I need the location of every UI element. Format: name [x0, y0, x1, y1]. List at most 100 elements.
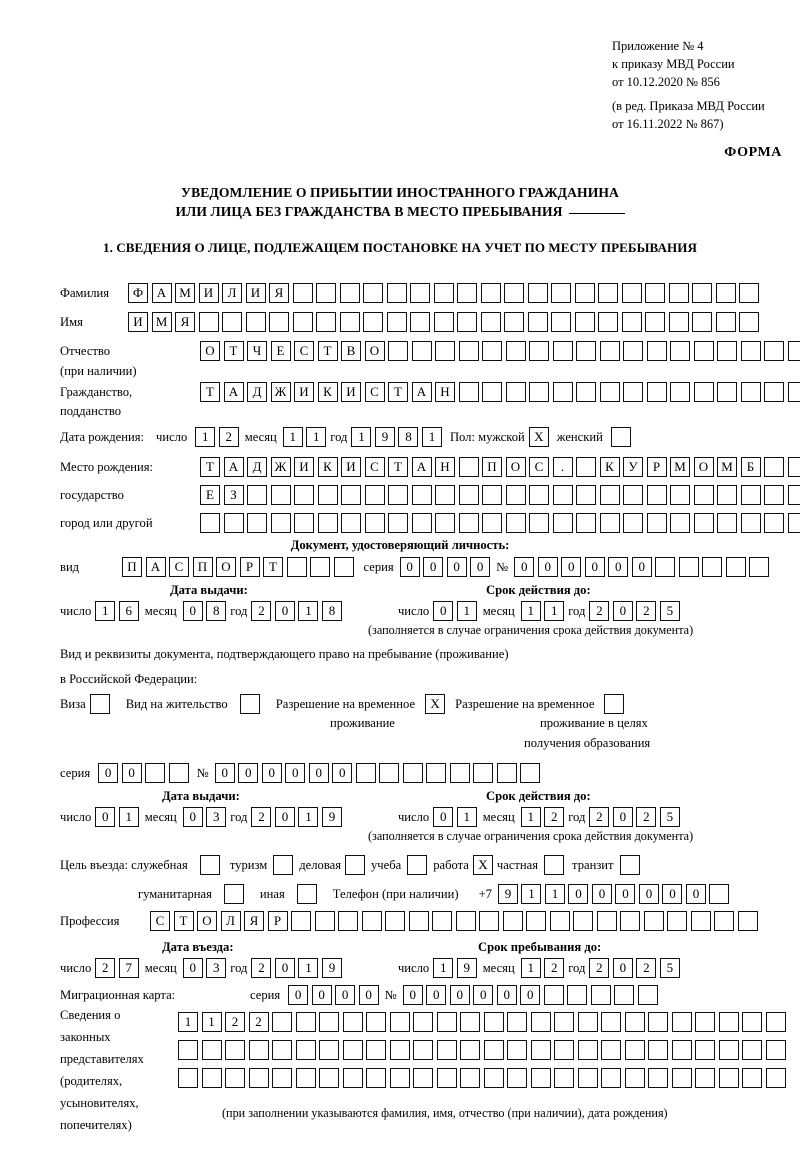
form-cell[interactable]: 0 [615, 884, 636, 904]
form-cell[interactable] [598, 312, 618, 332]
form-cell[interactable] [718, 1012, 739, 1032]
form-cell[interactable] [623, 513, 643, 533]
form-cell[interactable]: Я [244, 911, 264, 931]
form-cell[interactable] [294, 485, 314, 505]
form-cell[interactable] [319, 1040, 339, 1060]
form-cell[interactable] [645, 283, 665, 303]
form-cell[interactable] [764, 341, 784, 361]
form-cell[interactable] [577, 1040, 598, 1060]
form-cell[interactable] [89, 694, 110, 714]
form-cell[interactable] [715, 283, 736, 303]
form-cell[interactable] [526, 911, 546, 931]
form-cell[interactable] [345, 855, 365, 875]
form-cell[interactable]: 2 [589, 807, 610, 827]
form-cell[interactable]: 8 [206, 601, 227, 621]
form-cell[interactable] [590, 985, 611, 1005]
form-cell[interactable]: 0 [95, 807, 116, 827]
form-cell[interactable] [483, 1012, 504, 1032]
form-cell[interactable] [693, 513, 714, 533]
form-cell[interactable] [671, 1040, 692, 1060]
form-cell[interactable]: 0 [662, 884, 683, 904]
form-cell[interactable] [576, 382, 596, 402]
form-cell[interactable] [520, 763, 541, 783]
form-cell[interactable] [692, 283, 712, 303]
temp-residence-checkbox[interactable]: X [425, 694, 446, 714]
form-cell[interactable] [599, 513, 620, 533]
form-cell[interactable] [678, 557, 699, 577]
form-cell[interactable] [646, 485, 667, 505]
form-cell[interactable] [604, 694, 625, 714]
form-cell[interactable] [695, 1040, 715, 1060]
form-cell[interactable]: С [364, 382, 385, 402]
form-cell[interactable]: О [693, 457, 714, 477]
purpose-humanitarian-checkbox[interactable] [223, 884, 244, 904]
form-cell[interactable] [295, 1012, 316, 1032]
form-cell[interactable] [624, 1012, 645, 1032]
form-cell[interactable] [574, 312, 595, 332]
form-cell[interactable] [577, 1068, 598, 1088]
form-cell[interactable]: О [197, 911, 217, 931]
form-cell[interactable]: 0 [433, 601, 454, 621]
form-cell[interactable] [643, 911, 664, 931]
form-cell[interactable]: 0 [685, 884, 706, 904]
form-cell[interactable] [552, 513, 573, 533]
form-cell[interactable]: 9 [321, 958, 342, 978]
form-cell[interactable] [379, 763, 400, 783]
form-cell[interactable]: 9 [321, 807, 342, 827]
form-cell[interactable] [480, 312, 501, 332]
form-cell[interactable] [671, 1068, 692, 1088]
form-cell[interactable]: 1 [306, 427, 327, 447]
form-cell[interactable]: У [623, 457, 643, 477]
form-cell[interactable] [527, 283, 548, 303]
form-cell[interactable]: М [670, 457, 690, 477]
form-cell[interactable]: 1 [298, 807, 319, 827]
form-cell[interactable]: О [200, 341, 220, 361]
form-cell[interactable] [505, 382, 526, 402]
form-cell[interactable]: 1 [298, 601, 319, 621]
form-cell[interactable]: 0 [332, 763, 353, 783]
form-cell[interactable] [670, 341, 690, 361]
form-cell[interactable] [717, 485, 737, 505]
form-cell[interactable] [342, 1012, 363, 1032]
form-cell[interactable] [339, 283, 360, 303]
legal-rep-cells-row-2[interactable] [178, 1040, 786, 1060]
form-cell[interactable] [709, 884, 730, 904]
form-cell[interactable] [576, 457, 596, 477]
form-cell[interactable] [458, 457, 479, 477]
form-cell[interactable] [530, 1040, 551, 1060]
form-cell[interactable] [145, 763, 166, 783]
form-cell[interactable] [552, 382, 573, 402]
form-cell[interactable]: 2 [225, 1012, 245, 1032]
form-cell[interactable] [574, 283, 595, 303]
form-cell[interactable] [576, 513, 596, 533]
form-cell[interactable] [435, 513, 455, 533]
form-cell[interactable] [646, 513, 667, 533]
form-cell[interactable] [529, 341, 549, 361]
form-cell[interactable]: 0 [612, 958, 633, 978]
form-cell[interactable] [765, 1068, 786, 1088]
form-cell[interactable]: Д [247, 457, 267, 477]
form-cell[interactable]: 3 [206, 958, 227, 978]
form-cell[interactable] [295, 1040, 316, 1060]
form-cell[interactable] [435, 341, 455, 361]
form-cell[interactable]: Р [646, 457, 667, 477]
form-cell[interactable] [314, 911, 335, 931]
form-cell[interactable] [742, 1040, 762, 1060]
form-cell[interactable] [223, 884, 244, 904]
form-cell[interactable]: Е [270, 341, 291, 361]
form-cell[interactable]: С [529, 457, 549, 477]
form-cell[interactable] [482, 341, 502, 361]
form-cell[interactable]: 5 [659, 958, 680, 978]
form-cell[interactable]: Т [173, 911, 194, 931]
form-cell[interactable]: И [245, 283, 266, 303]
